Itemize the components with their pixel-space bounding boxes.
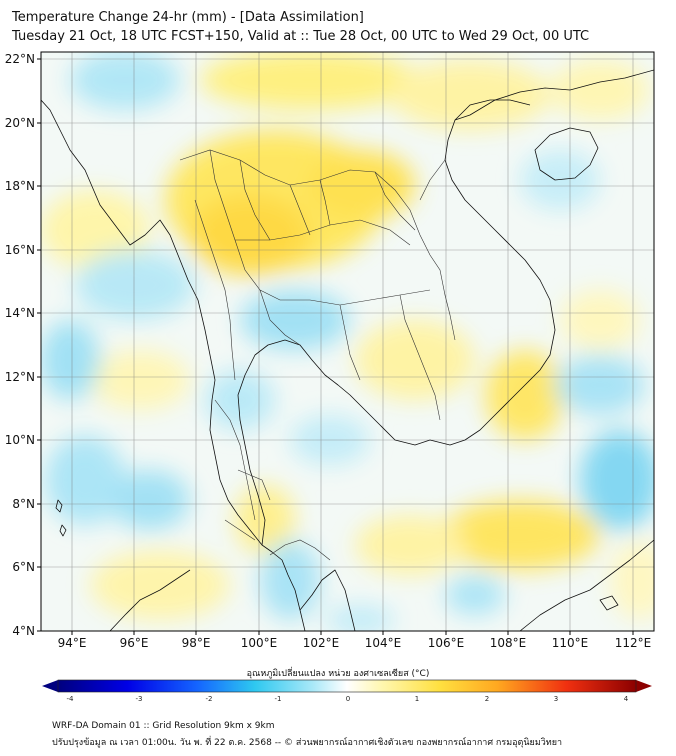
lon-label-96e: 96°E: [120, 636, 149, 650]
colorbar-tick: -2: [206, 695, 213, 703]
colorbar: -4 -3 -2 -1 0 1 2 3 4: [42, 679, 652, 703]
lon-label-106e: 106°E: [428, 636, 465, 650]
lon-label-110e: 110°E: [552, 636, 589, 650]
lon-label-102e: 102°E: [303, 636, 340, 650]
colorbar-tick: -3: [136, 695, 143, 703]
lat-label-4n: 4°N: [12, 624, 35, 638]
lat-label-6n: 6°N: [12, 560, 35, 574]
colorbar-tick: -4: [67, 695, 75, 703]
lon-label-98e: 98°E: [182, 636, 211, 650]
lon-label-108e: 108°E: [490, 636, 527, 650]
colorbar-min-arrow: [42, 680, 58, 692]
map-subtitle: Tuesday 21 Oct, 18 UTC FCST+150, Valid a…: [12, 29, 590, 44]
colorbar-gradient: [58, 680, 636, 692]
lat-label-16n: 16°N: [5, 243, 35, 257]
colorbar-tick: 1: [415, 695, 419, 703]
colorbar-max-arrow: [636, 680, 652, 692]
colorbar-tick: 2: [485, 695, 489, 703]
lat-label-12n: 12°N: [5, 370, 35, 384]
lat-label-22n: 22°N: [5, 52, 35, 66]
lon-label-100e: 100°E: [241, 636, 278, 650]
colorbar-tick: -1: [275, 695, 282, 703]
lat-label-10n: 10°N: [5, 433, 35, 447]
lat-label-8n: 8°N: [12, 497, 35, 511]
temperature-field: [41, 52, 654, 631]
lat-label-20n: 20°N: [5, 116, 35, 130]
axis-ticks: [37, 58, 634, 635]
colorbar-tick: 0: [346, 695, 350, 703]
lon-label-94e: 94°E: [58, 636, 87, 650]
coastlines-and-borders: [41, 69, 654, 631]
colorbar-label: อุณหภูมิเปลี่ยนแปลง หน่วย องศาเซลเซียส (…: [246, 669, 430, 679]
province-borders: [179, 149, 456, 561]
lat-label-18n: 18°N: [5, 179, 35, 193]
model-info: WRF-DA Domain 01 :: Grid Resolution 9km …: [52, 721, 275, 731]
update-credit: ปรับปรุงข้อมูล ณ เวลา 01:00น. วัน พ. ที่…: [52, 738, 563, 748]
colorbar-tick: 3: [554, 695, 558, 703]
map-frame: [40, 51, 655, 632]
lat-label-14n: 14°N: [5, 306, 35, 320]
colorbar-tick: 4: [624, 695, 629, 703]
map-title: Temperature Change 24-hr (mm) - [Data As…: [12, 10, 364, 25]
lon-label-104e: 104°E: [365, 636, 402, 650]
lon-label-112e: 112°E: [615, 636, 652, 650]
